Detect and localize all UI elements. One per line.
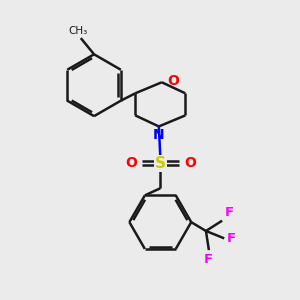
Text: F: F bbox=[226, 232, 236, 245]
Text: F: F bbox=[204, 253, 213, 266]
Text: O: O bbox=[167, 74, 179, 88]
Text: N: N bbox=[153, 128, 165, 142]
Text: O: O bbox=[125, 156, 137, 170]
Text: F: F bbox=[224, 206, 234, 219]
Text: S: S bbox=[155, 156, 166, 171]
Text: O: O bbox=[184, 156, 196, 170]
Text: CH₃: CH₃ bbox=[68, 26, 88, 36]
